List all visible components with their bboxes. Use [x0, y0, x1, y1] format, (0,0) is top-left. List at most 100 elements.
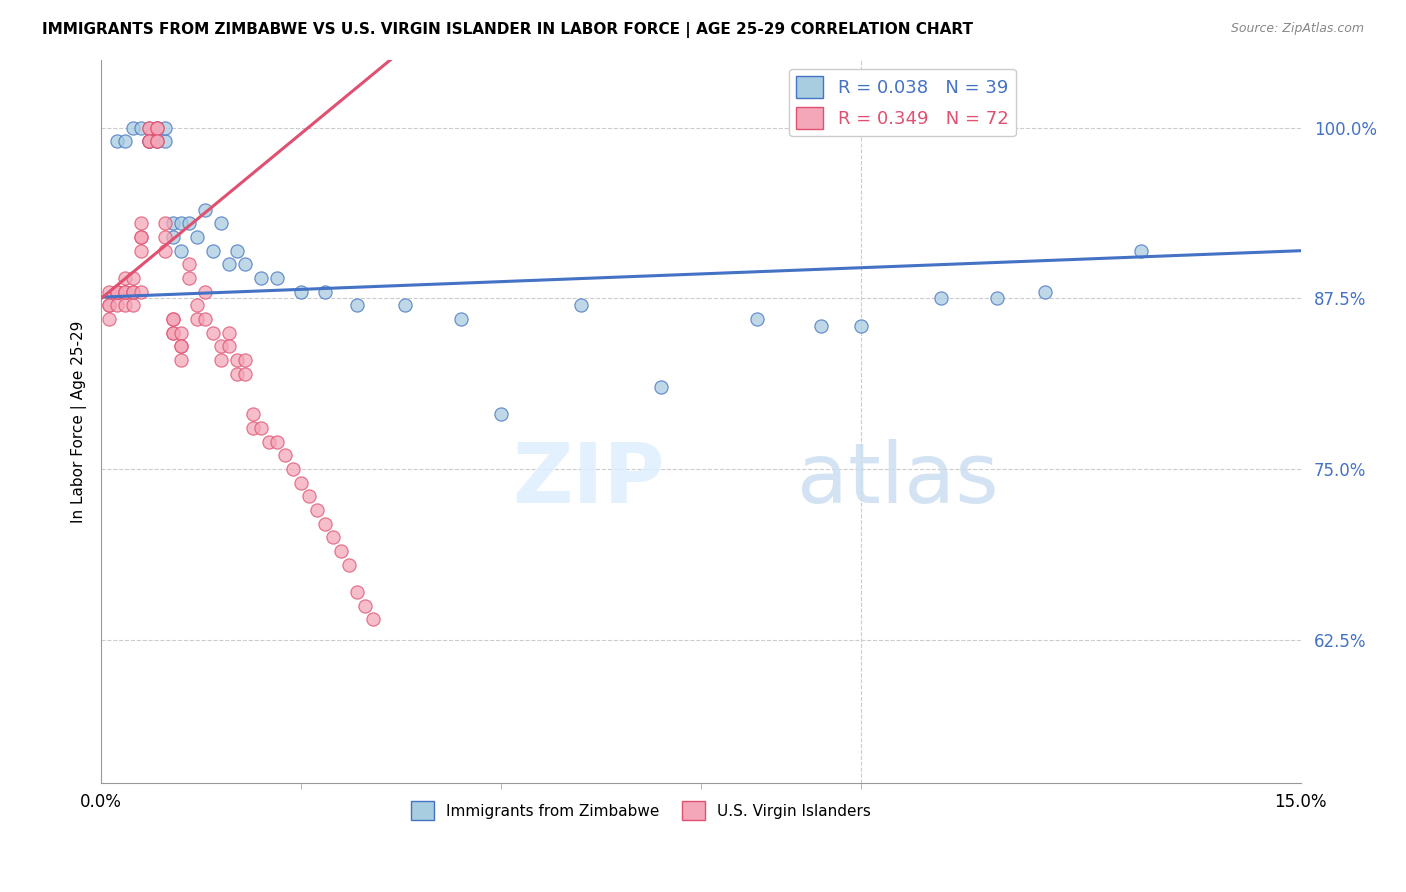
Point: [105, 135, 128, 149]
Point: [114, 285, 136, 299]
Point: [138, 135, 160, 149]
Text: atlas: atlas: [797, 439, 998, 520]
Point: [98, 298, 121, 312]
Point: [98, 298, 121, 312]
Point: [186, 298, 208, 312]
Point: [202, 244, 225, 258]
Point: [177, 257, 200, 271]
Text: ZIP: ZIP: [512, 439, 665, 520]
Point: [162, 230, 184, 244]
Point: [162, 312, 184, 326]
Point: [290, 475, 312, 490]
Point: [129, 230, 152, 244]
Point: [98, 285, 121, 299]
Point: [153, 120, 176, 135]
Point: [266, 271, 288, 285]
Legend: Immigrants from Zimbabwe, U.S. Virgin Islanders: Immigrants from Zimbabwe, U.S. Virgin Is…: [405, 795, 877, 826]
Point: [129, 244, 152, 258]
Point: [186, 230, 208, 244]
Point: [129, 230, 152, 244]
Point: [450, 312, 472, 326]
Point: [650, 380, 672, 394]
Point: [162, 326, 184, 340]
Point: [322, 530, 344, 544]
Point: [394, 298, 416, 312]
Point: [1129, 244, 1152, 258]
Point: [146, 120, 169, 135]
Point: [129, 216, 152, 230]
Text: IMMIGRANTS FROM ZIMBABWE VS U.S. VIRGIN ISLANDER IN LABOR FORCE | AGE 25-29 CORR: IMMIGRANTS FROM ZIMBABWE VS U.S. VIRGIN …: [42, 22, 973, 38]
Point: [354, 599, 377, 613]
Point: [346, 585, 368, 599]
Point: [233, 352, 256, 367]
Point: [218, 339, 240, 353]
Point: [209, 216, 232, 230]
Point: [138, 135, 160, 149]
Point: [177, 216, 200, 230]
Point: [346, 298, 368, 312]
Point: [153, 135, 176, 149]
Point: [314, 285, 336, 299]
Point: [98, 312, 121, 326]
Point: [122, 298, 145, 312]
Point: [202, 326, 225, 340]
Point: [218, 326, 240, 340]
Y-axis label: In Labor Force | Age 25-29: In Labor Force | Age 25-29: [72, 320, 87, 523]
Point: [114, 271, 136, 285]
Point: [162, 326, 184, 340]
Point: [146, 135, 169, 149]
Point: [146, 120, 169, 135]
Point: [929, 292, 952, 306]
Point: [138, 135, 160, 149]
Point: [170, 216, 193, 230]
Point: [105, 298, 128, 312]
Point: [986, 292, 1008, 306]
Point: [209, 339, 232, 353]
Point: [242, 421, 264, 435]
Point: [281, 462, 304, 476]
Text: Source: ZipAtlas.com: Source: ZipAtlas.com: [1230, 22, 1364, 36]
Point: [290, 285, 312, 299]
Point: [153, 230, 176, 244]
Point: [257, 434, 280, 449]
Point: [810, 318, 832, 333]
Point: [266, 434, 288, 449]
Point: [146, 135, 169, 149]
Point: [242, 408, 264, 422]
Point: [194, 202, 217, 217]
Point: [314, 516, 336, 531]
Point: [146, 120, 169, 135]
Point: [105, 285, 128, 299]
Point: [122, 285, 145, 299]
Point: [307, 503, 329, 517]
Point: [138, 120, 160, 135]
Point: [162, 312, 184, 326]
Point: [170, 244, 193, 258]
Point: [745, 312, 768, 326]
Point: [114, 298, 136, 312]
Point: [250, 271, 273, 285]
Point: [250, 421, 273, 435]
Point: [194, 312, 217, 326]
Point: [129, 285, 152, 299]
Point: [209, 352, 232, 367]
Point: [129, 120, 152, 135]
Point: [122, 271, 145, 285]
Point: [233, 257, 256, 271]
Point: [330, 544, 353, 558]
Point: [226, 244, 249, 258]
Point: [177, 271, 200, 285]
Point: [170, 352, 193, 367]
Point: [114, 285, 136, 299]
Point: [569, 298, 592, 312]
Point: [194, 285, 217, 299]
Point: [114, 135, 136, 149]
Point: [122, 120, 145, 135]
Point: [138, 120, 160, 135]
Point: [849, 318, 872, 333]
Point: [233, 367, 256, 381]
Point: [122, 285, 145, 299]
Point: [186, 312, 208, 326]
Point: [138, 135, 160, 149]
Point: [105, 285, 128, 299]
